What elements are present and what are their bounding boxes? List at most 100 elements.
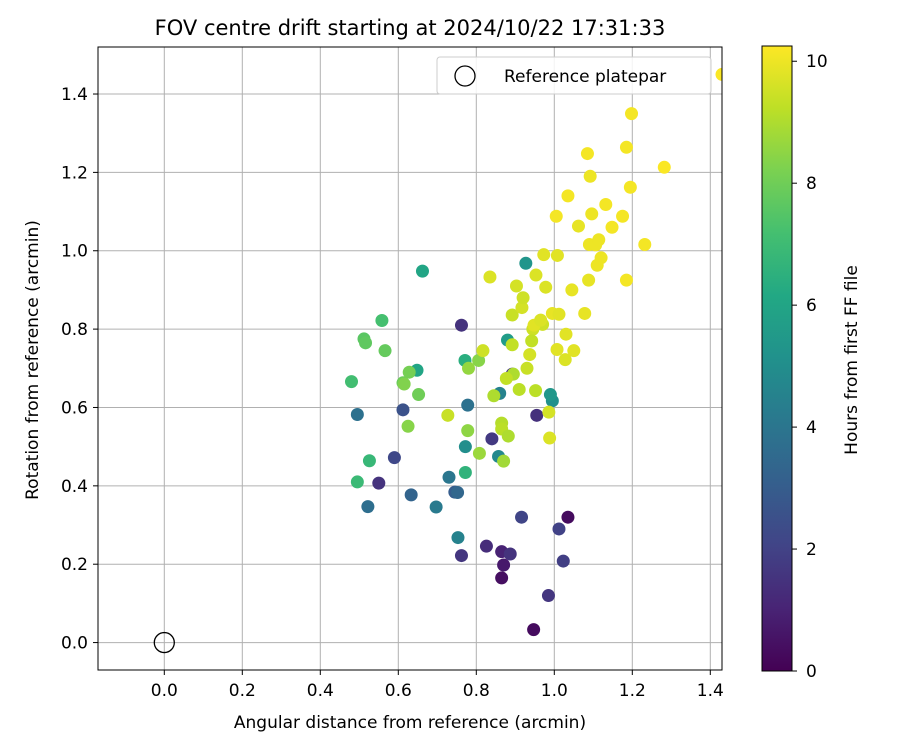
x-tick-label: 0.6 [385, 681, 412, 701]
data-point [592, 233, 606, 247]
colorbar-label: Hours from first FF file [842, 265, 862, 455]
data-point [550, 248, 564, 262]
data-point [505, 338, 519, 352]
data-point [372, 476, 386, 490]
data-point [479, 539, 493, 553]
data-point [441, 408, 455, 422]
data-point [472, 446, 486, 460]
data-point [543, 388, 557, 402]
x-tick-label: 1.4 [697, 681, 724, 701]
data-point [345, 375, 358, 389]
x-axis-label: Angular distance from reference (arcmin) [234, 713, 586, 733]
x-axis-ticks: 0.0 0.2 0.4 0.6 0.8 1.0 1.2 1.4 [151, 670, 724, 701]
y-tick-label: 0.8 [61, 320, 88, 340]
x-tick-label: 0.4 [307, 681, 334, 701]
data-point [497, 454, 511, 468]
data-point [583, 169, 597, 183]
data-point [715, 67, 722, 81]
y-tick-label: 0.0 [61, 634, 88, 654]
data-point [542, 405, 556, 419]
data-point [556, 554, 570, 568]
colorbar-gradient [761, 45, 793, 672]
data-point [582, 273, 596, 287]
colorbar-tick-label: 4 [806, 418, 817, 438]
data-points [345, 67, 722, 637]
data-point [501, 429, 515, 443]
data-point [534, 313, 548, 327]
data-point [619, 140, 633, 154]
colorbar-tick-label: 0 [806, 662, 817, 682]
data-point [515, 301, 529, 315]
y-tick-label: 0.4 [61, 477, 88, 497]
data-point [451, 531, 465, 545]
data-point [559, 327, 573, 341]
data-point [616, 209, 630, 223]
data-point [499, 371, 513, 385]
data-point [397, 377, 411, 391]
data-point [549, 209, 563, 223]
data-point [594, 251, 608, 265]
data-point [520, 361, 534, 375]
legend: Reference platepar [436, 56, 712, 95]
y-tick-label: 1.4 [61, 85, 88, 105]
data-point [605, 220, 619, 234]
data-point [375, 313, 389, 327]
data-point [396, 403, 410, 417]
data-point [378, 344, 392, 358]
legend-label: Reference platepar [504, 67, 666, 87]
data-point [539, 280, 553, 294]
data-point [529, 268, 543, 282]
colorbar: 0 2 4 6 8 10 Hours from first FF file [761, 45, 862, 682]
data-point [552, 522, 566, 536]
data-point [599, 198, 613, 212]
x-tick-label: 0.8 [463, 681, 490, 701]
data-point [487, 389, 501, 403]
colorbar-tick-label: 8 [806, 174, 817, 194]
data-point [462, 361, 475, 375]
data-point [483, 270, 497, 284]
data-point [578, 306, 592, 320]
data-point [585, 207, 599, 221]
data-point [350, 408, 364, 422]
y-tick-label: 1.2 [61, 163, 88, 183]
data-point [550, 342, 564, 356]
data-point [401, 419, 415, 433]
data-point [350, 475, 364, 489]
data-point [472, 353, 486, 367]
colorbar-tick-label: 6 [806, 296, 817, 316]
reference-point-marker [153, 631, 175, 654]
data-point [537, 248, 551, 262]
data-point [541, 589, 555, 603]
legend-marker [454, 65, 476, 87]
data-point [404, 488, 418, 502]
data-point [515, 510, 529, 524]
grid-lines [98, 47, 722, 670]
data-point [461, 424, 475, 438]
data-point [529, 384, 543, 398]
y-tick-label: 1.0 [61, 242, 88, 262]
data-point [571, 219, 585, 233]
data-point [412, 388, 426, 402]
data-point [638, 237, 652, 251]
data-point [519, 256, 533, 270]
data-point [503, 547, 517, 561]
data-point [458, 440, 472, 454]
plot-frame [97, 46, 723, 671]
data-point [512, 382, 526, 396]
data-point [458, 466, 472, 480]
data-point [451, 486, 465, 500]
data-point [619, 273, 633, 287]
data-point [558, 353, 572, 367]
data-point [361, 500, 375, 514]
data-point [485, 432, 499, 446]
data-point [561, 510, 575, 524]
data-point [509, 279, 523, 293]
data-point [527, 623, 541, 637]
data-point [442, 470, 456, 484]
data-point [561, 189, 575, 203]
y-axis-ticks: 0.0 0.2 0.4 0.6 0.8 1.0 1.2 1.4 [61, 85, 98, 654]
data-point [497, 558, 511, 572]
colorbar-tick-label: 10 [806, 52, 828, 72]
data-point [429, 500, 443, 514]
